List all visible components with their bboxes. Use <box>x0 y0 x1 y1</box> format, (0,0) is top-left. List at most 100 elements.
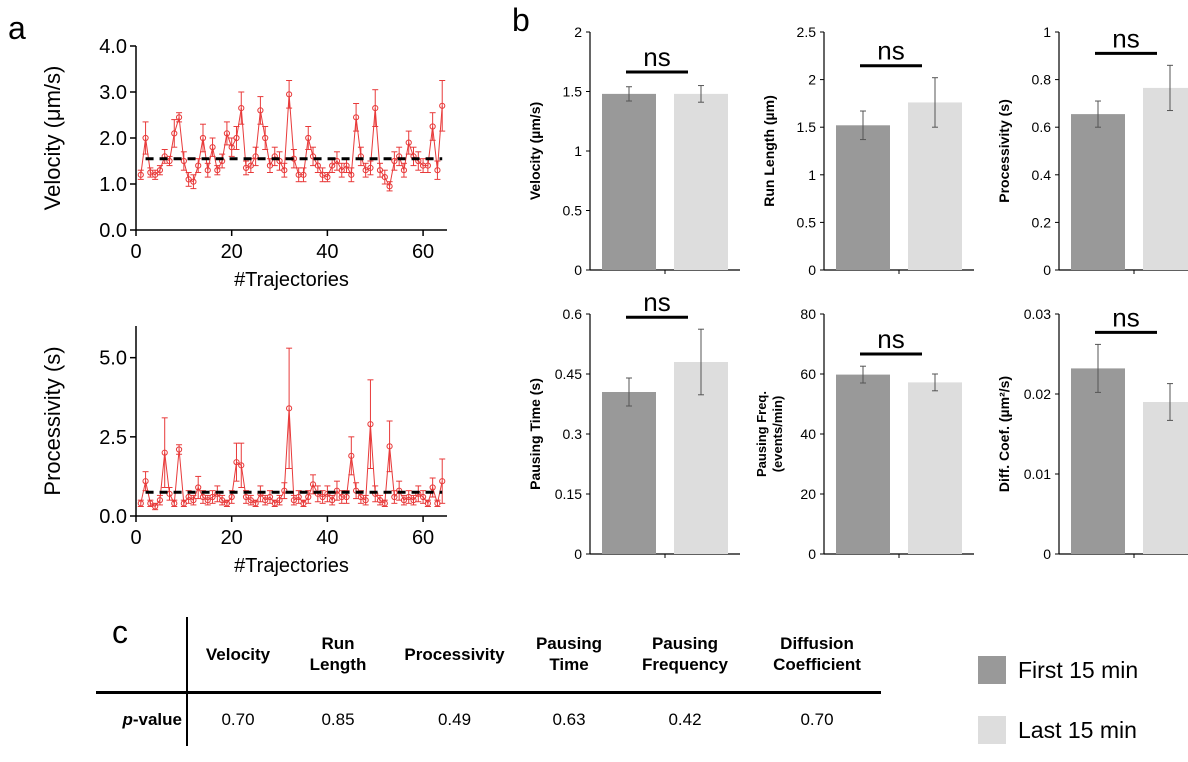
bar-processivity-y-tick-label: 0.2 <box>1032 214 1052 230</box>
processivity-trace-data-point <box>329 497 336 504</box>
velocity-trace-data-point <box>386 183 393 190</box>
bar-velocity-y-tick-label: 1.5 <box>563 84 583 100</box>
bar-run-length-bar-first <box>836 125 890 271</box>
velocity-trace-data-point <box>391 157 398 165</box>
velocity-trace-data-point <box>242 164 250 171</box>
bar-pausing-freq-y-axis-label-units: (events/min) <box>770 396 785 473</box>
bar-diff-coef-y-tick-label: 0.03 <box>1024 306 1051 322</box>
p-value-table: Velocity Run Length Processivity Pausing T… <box>96 617 881 746</box>
processivity-trace-data-point <box>175 446 183 453</box>
velocity-trace-data-point <box>348 171 355 178</box>
bar-pausing-freq-y-tick-label: 80 <box>800 306 816 322</box>
velocity-trace-data-point <box>434 167 441 174</box>
processivity-trace-data-point <box>362 497 369 504</box>
velocity-trace-data-point <box>166 157 173 165</box>
bar-processivity-y-tick-label: 0.8 <box>1032 72 1052 88</box>
processivity-trace-data-point <box>180 500 187 507</box>
bar-pausing-time-y-tick-label: 0.3 <box>563 426 583 442</box>
processivity-trace-data-point <box>185 493 192 501</box>
processivity-trace-data-point <box>319 493 326 501</box>
table-header-velocity: Velocity <box>187 617 288 694</box>
p-value-pausing-frequency: 0.42 <box>668 710 702 729</box>
bar-processivity-y-tick-label: 1 <box>1043 24 1051 40</box>
processivity-trace-data-point <box>400 497 408 504</box>
table-header-pausing-time: Pausing Time <box>521 617 617 694</box>
velocity-trace-data-point <box>439 102 446 109</box>
bar-pausing-time-y-axis-label: Pausing Time (s) <box>527 378 543 490</box>
processivity-trace-data-point <box>209 493 216 501</box>
bar-pausing-time-y-tick-label: 0 <box>574 546 582 562</box>
bar-velocity-y-tick-label: 2 <box>574 24 582 40</box>
velocity-trace-data-point <box>324 174 331 181</box>
bar-velocity-significance-label: ns <box>643 42 670 72</box>
processivity-trace-data-point <box>266 493 274 501</box>
processivity-trace-y-axis-label: Processivity (s) <box>40 346 65 495</box>
processivity-trace-data-point <box>147 500 154 507</box>
processivity-trace-data-point <box>439 478 446 485</box>
bar-run-length-y-tick-label: 2.5 <box>797 24 817 40</box>
processivity-trace-data-point <box>300 500 307 507</box>
processivity-trace-data-point <box>286 405 293 412</box>
processivity-trace-data-point <box>161 449 168 456</box>
processivity-trace-data-point <box>152 503 159 510</box>
velocity-trace-data-point <box>319 171 326 178</box>
velocity-trace-data-point <box>381 174 388 181</box>
bar-pausing-time-y-tick-label: 0.45 <box>555 366 582 382</box>
processivity-trace-data-point <box>166 490 173 497</box>
velocity-trace-data-point <box>333 157 341 165</box>
velocity-trace-data-point <box>185 176 192 183</box>
processivity-trace-data-point <box>223 500 231 507</box>
bar-velocity-bar-first <box>602 93 656 270</box>
bar-processivity-y-tick-label: 0 <box>1043 262 1051 278</box>
p-value-run-length: 0.85 <box>321 710 355 729</box>
table-header-run-length: Run Length <box>288 617 388 694</box>
table-header-row: Velocity Run Length Processivity Pausing T… <box>96 617 881 694</box>
velocity-trace-y-tick-label: 2.0 <box>99 128 127 150</box>
processivity-trace-data-point <box>410 497 417 504</box>
legend-item-first: First 15 min <box>978 640 1138 700</box>
processivity-trace-data-point <box>156 497 164 504</box>
velocity-trace-y-tick-label: 3.0 <box>99 82 127 104</box>
p-value-pausing-time: 0.63 <box>552 710 586 729</box>
bar-diff-coef-y-axis-label: Diff. Coef. (µm²/s) <box>996 376 1012 492</box>
processivity-trace-data-point <box>381 500 388 507</box>
bar-diff-coef-bar-first <box>1071 368 1125 554</box>
panel-label-b: b <box>512 2 530 38</box>
velocity-trace-data-point <box>266 162 274 169</box>
processivity-trace-data-point <box>424 500 431 507</box>
processivity-trace-data-point <box>333 487 341 494</box>
processivity-trace-data-point <box>367 421 374 428</box>
velocity-trace-data-point <box>257 107 264 114</box>
bar-processivity-y-tick-label: 0.4 <box>1032 167 1052 183</box>
processivity-trace-data-point <box>290 497 297 504</box>
bar-processivity-significance-label: ns <box>1112 23 1139 53</box>
processivity-trace-x-tick-label: 40 <box>316 527 338 549</box>
processivity-trace-data-point <box>238 462 245 469</box>
processivity-trace-x-tick-label: 60 <box>412 527 434 549</box>
table-row: p-value 0.70 0.85 0.49 0.63 0.42 0.70 <box>96 692 881 746</box>
velocity-trace-x-tick-label: 0 <box>130 241 141 263</box>
bar-pausing-time-bar-first <box>602 392 656 554</box>
velocity-trace-data-point <box>372 105 379 112</box>
bar-processivity-bar-first <box>1071 114 1125 270</box>
velocity-trace-data-point <box>247 162 254 169</box>
legend-swatch-first <box>978 656 1006 684</box>
bar-pausing-freq-y-tick-label: 0 <box>808 546 816 562</box>
processivity-trace-data-point <box>233 459 240 466</box>
legend-label-first: First 15 min <box>1018 656 1139 683</box>
bar-run-length-y-tick-label: 0 <box>808 262 816 278</box>
processivity-trace-data-point <box>228 493 235 501</box>
velocity-trace-data-point <box>147 169 154 176</box>
velocity-trace-data-point <box>152 171 159 178</box>
processivity-trace-data-point <box>171 500 178 507</box>
processivity-trace-y-tick-label: 2.5 <box>99 427 127 449</box>
velocity-trace-data-point <box>424 162 431 169</box>
bar-velocity-y-tick-label: 0.5 <box>563 203 583 219</box>
velocity-trace-data-point <box>238 105 245 112</box>
bar-diff-coef-y-tick-label: 0.01 <box>1024 466 1051 482</box>
velocity-trace-data-point <box>338 167 345 174</box>
panel-label-a: a <box>8 10 26 46</box>
bar-run-length-significance-label: ns <box>877 36 904 66</box>
processivity-trace-data-point <box>199 493 207 501</box>
velocity-trace-data-point <box>233 134 240 142</box>
